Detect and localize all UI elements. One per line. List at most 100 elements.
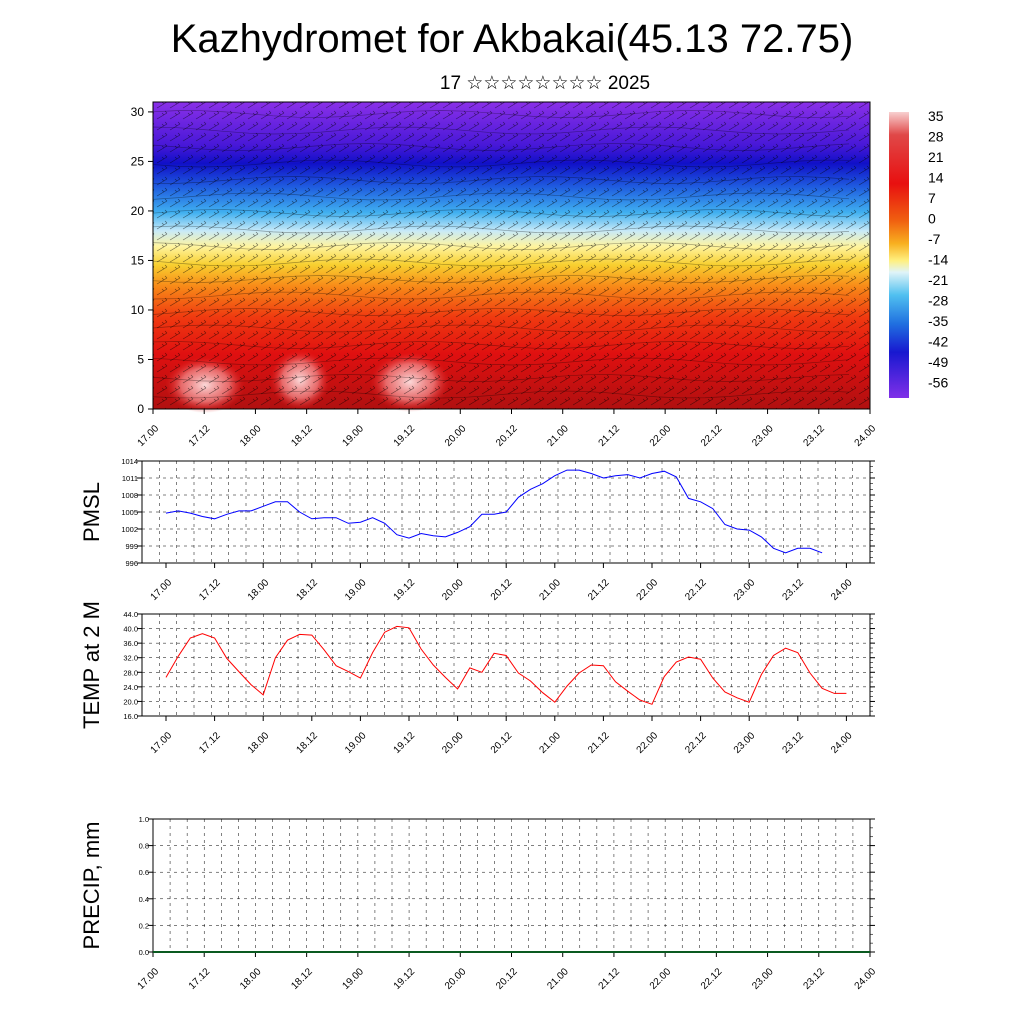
x-tick-label: 19.12 [392, 730, 418, 756]
x-tick-label: 20.00 [440, 577, 466, 603]
colorbar-label: 35 [928, 108, 944, 124]
colorbar-label: -7 [928, 231, 941, 247]
x-tick-label: 18.00 [246, 577, 272, 603]
x-tick-label: 22.00 [635, 577, 661, 603]
x-tick-label: 19.00 [343, 730, 369, 756]
colorbar-label: 7 [928, 190, 936, 206]
isotherm-contour [152, 324, 850, 333]
x-tick-label: 22.00 [635, 730, 661, 756]
x-tick-label: 22.12 [699, 423, 725, 449]
x-tick-label: 23.12 [801, 423, 827, 449]
colorbar-label: 0 [928, 211, 936, 227]
y-tick-label: 28.0 [123, 668, 138, 677]
x-tick-label: 17.12 [187, 966, 213, 992]
isotherm-contour [152, 308, 850, 316]
colorbar-label: -49 [928, 354, 948, 370]
x-tick-label: 19.00 [341, 423, 367, 449]
x-tick-label: 18.00 [238, 423, 264, 449]
x-tick-label: 20.12 [494, 423, 520, 449]
temp-series-line [165, 625, 847, 705]
x-tick-label: 21.12 [586, 730, 612, 756]
page-title: Kazhydromet for Akbakai(45.13 72.75) [170, 17, 854, 61]
x-tick-label: 21.00 [545, 966, 571, 992]
colorbar-label: 14 [928, 170, 944, 186]
y-tick-label: 996 [125, 559, 138, 568]
colorbar-label: -14 [928, 252, 948, 268]
y-tick-label: 5 [137, 352, 144, 366]
x-tick-label: 24.00 [829, 577, 855, 603]
colorbar-label: -35 [928, 313, 948, 329]
x-tick-label: 23.12 [801, 966, 827, 992]
x-tick-label: 19.12 [392, 423, 418, 449]
isotherm-contour [152, 291, 850, 300]
x-tick-label: 19.12 [392, 966, 418, 992]
y-tick-label: 10 [131, 303, 145, 317]
x-tick-label: 18.00 [238, 966, 264, 992]
y-tick-label: 999 [125, 542, 138, 551]
pmsl-series-line [165, 469, 823, 554]
y-tick-label: 24.0 [123, 683, 138, 692]
x-tick-label: 21.00 [545, 423, 571, 449]
x-tick-label: 21.00 [537, 577, 563, 603]
y-tick-label: 15 [131, 253, 145, 267]
isotherm-contour [152, 390, 850, 399]
y-tick-label: 40.0 [123, 625, 138, 634]
x-tick-label: 23.00 [750, 966, 776, 992]
x-tick-label: 19.12 [392, 577, 418, 603]
x-tick-label: 17.12 [187, 423, 213, 449]
isotherm-contour [152, 209, 850, 217]
y-tick-label: 16.0 [123, 712, 138, 721]
x-tick-label: 23.00 [750, 423, 776, 449]
colorbar-label: -56 [928, 375, 948, 391]
y-tick-label: 30 [131, 105, 145, 119]
y-tick-label: 1.0 [139, 815, 149, 824]
y-tick-label: 0.2 [139, 921, 149, 930]
x-tick-label: 20.12 [494, 966, 520, 992]
y-tick-label: 25 [131, 154, 145, 168]
y-tick-label: 1002 [121, 525, 138, 534]
x-tick-label: 20.00 [443, 423, 469, 449]
y-tick-label: 20.0 [123, 697, 138, 706]
x-tick-label: 18.12 [289, 423, 315, 449]
x-tick-label: 18.12 [294, 730, 320, 756]
temp-axis-label: TEMP at 2 M [79, 601, 104, 729]
x-tick-label: 22.00 [648, 423, 674, 449]
x-tick-label: 19.00 [341, 966, 367, 992]
isotherm-contour [152, 159, 850, 168]
x-tick-label: 20.12 [489, 577, 515, 603]
pmsl-axis-label: PMSL [79, 482, 104, 542]
x-tick-label: 19.00 [343, 577, 369, 603]
precip-axis-label: PRECIP, mm [79, 822, 104, 950]
x-tick-label: 21.12 [586, 577, 612, 603]
x-tick-label: 24.00 [829, 730, 855, 756]
y-tick-label: 36.0 [123, 639, 138, 648]
y-tick-label: 20 [131, 204, 145, 218]
isotherm-contour [152, 357, 850, 366]
isotherm-contour [152, 275, 850, 283]
isotherm-contour [152, 110, 850, 118]
x-tick-label: 24.00 [853, 423, 879, 449]
x-tick-label: 22.00 [648, 966, 674, 992]
x-tick-label: 24.00 [853, 966, 879, 992]
x-tick-label: 23.00 [732, 577, 758, 603]
wind-barbs [153, 102, 870, 409]
x-tick-label: 18.12 [294, 577, 320, 603]
isotherm-contour [152, 143, 850, 151]
x-tick-label: 17.00 [149, 730, 175, 756]
x-tick-label: 17.00 [136, 423, 162, 449]
x-tick-label: 23.00 [732, 730, 758, 756]
x-tick-label: 20.00 [440, 730, 466, 756]
colorbar-label: 28 [928, 129, 944, 145]
isotherm-contour [152, 258, 850, 267]
colorbar-label: -21 [928, 272, 948, 288]
y-tick-label: 1011 [122, 474, 138, 483]
y-tick-label: 0.8 [139, 842, 149, 851]
x-tick-label: 17.12 [197, 730, 223, 756]
x-tick-label: 22.12 [683, 730, 709, 756]
isotherm-contour [152, 242, 850, 250]
y-tick-label: 0.0 [139, 948, 149, 957]
x-tick-label: 20.00 [443, 966, 469, 992]
x-tick-label: 21.00 [537, 730, 563, 756]
y-tick-label: 0.4 [139, 895, 149, 904]
